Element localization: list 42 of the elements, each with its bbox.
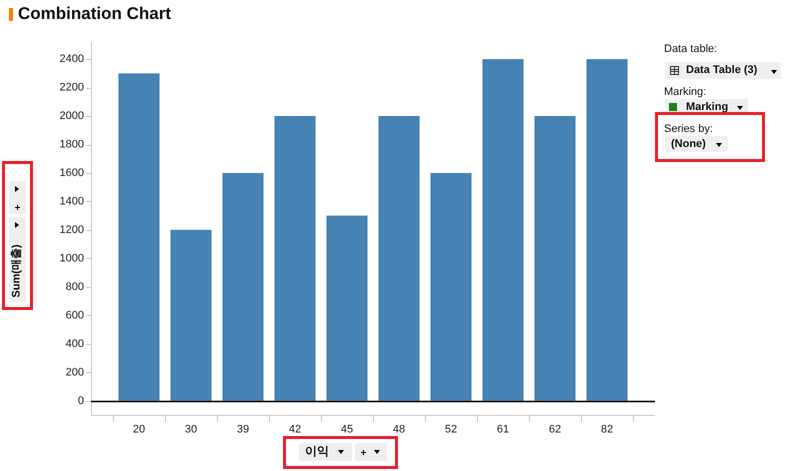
y-tick-label: 2200 — [60, 82, 84, 94]
text: Data table: — [664, 43, 718, 56]
y-tick-label: 1600 — [60, 167, 84, 180]
y-tick-label: 400 — [66, 338, 84, 350]
x-tick-label: 30 — [184, 424, 198, 436]
chart-title: Combination Chart — [18, 3, 171, 25]
text: Series by: — [664, 123, 713, 136]
y-tick-label: 1200 — [60, 224, 84, 236]
bar — [274, 116, 316, 401]
text: (None) — [671, 138, 706, 151]
y-tick-label: 2400 — [60, 53, 84, 66]
bar — [222, 172, 264, 401]
bar — [482, 59, 524, 401]
y-tick-label: 600 — [66, 309, 84, 322]
bar — [326, 216, 368, 401]
bar — [170, 230, 212, 401]
y-tick-label: 0 — [78, 394, 84, 407]
bar — [430, 172, 472, 401]
bar — [118, 73, 160, 401]
y-tick-label: 2000 — [60, 110, 84, 122]
y-tick-label: 1400 — [60, 195, 84, 208]
x-tick-label: 48 — [392, 424, 406, 436]
text: Marking: — [664, 86, 706, 99]
y-axis-title: Sum(매출) — [10, 244, 24, 298]
x-tick-label: 82 — [600, 424, 614, 436]
x-tick-label: 45 — [340, 424, 354, 436]
x-tick-label: 62 — [548, 424, 562, 436]
bar — [586, 59, 628, 401]
y-tick-label: 1800 — [60, 138, 84, 151]
x-tick-label: 39 — [236, 424, 250, 436]
y-tick-label: 200 — [66, 366, 84, 378]
text: Data Table (3) — [686, 64, 758, 77]
bar — [534, 116, 576, 401]
x-tick-label: 52 — [444, 424, 458, 436]
y-tick-label: 1000 — [60, 252, 84, 264]
x-axis-title: 이익 — [305, 444, 329, 459]
y-tick-label: 800 — [66, 280, 84, 293]
text: Marking — [686, 101, 728, 114]
x-tick-label: 42 — [288, 424, 302, 436]
bar — [378, 116, 420, 401]
x-tick-label: 61 — [496, 424, 510, 436]
x-tick-label: 20 — [132, 424, 146, 436]
